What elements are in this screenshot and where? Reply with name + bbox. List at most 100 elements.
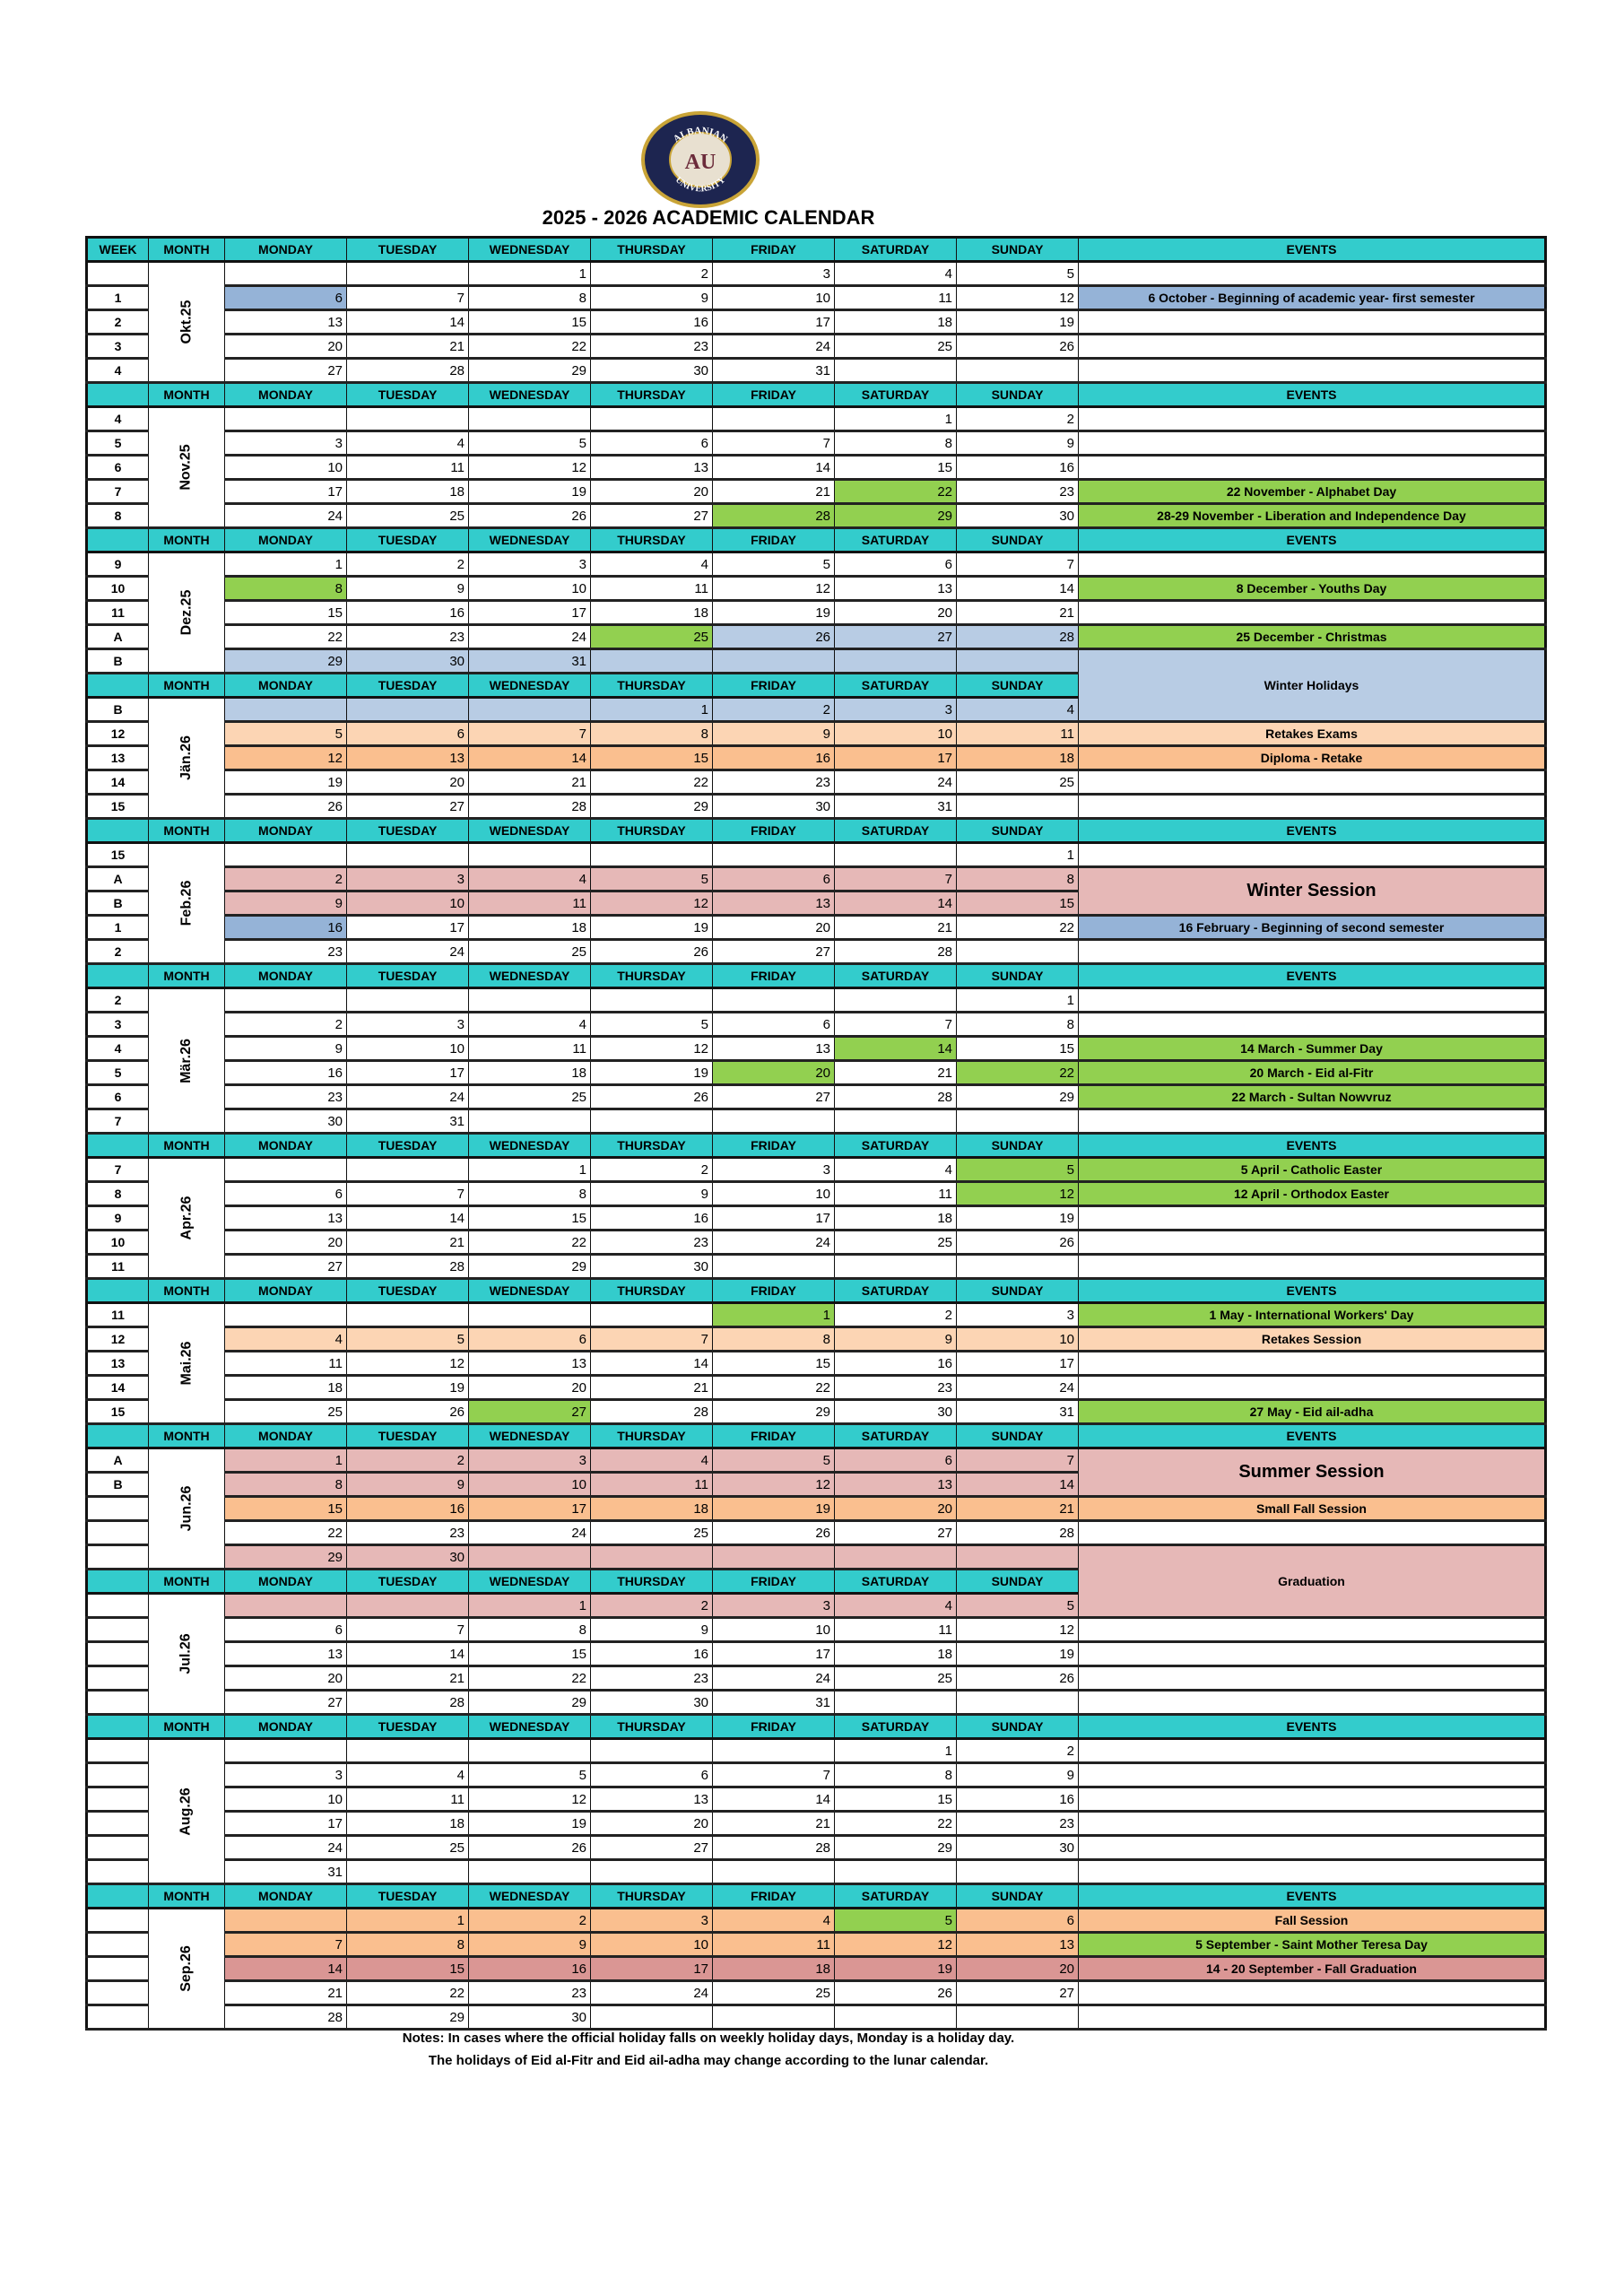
- day-cell: 6: [712, 1012, 835, 1038]
- week-row: 21 22 23 24 25 26 27: [85, 1980, 1547, 2006]
- day-cell: 17: [712, 309, 835, 335]
- week-row: A 2 3 4 5 6 7 8 Winter Session: [85, 866, 1547, 917]
- week-row: 9 13 14 15 16 17 18 19: [85, 1205, 1547, 1231]
- header-monday: MONDAY: [224, 817, 347, 844]
- day-cell: 15: [224, 1496, 347, 1522]
- header-tuesday: TUESDAY: [346, 672, 469, 699]
- header-thursday: THURSDAY: [590, 1422, 713, 1449]
- week-row: 6 10 11 12 13 14 15 16: [85, 455, 1547, 481]
- day-cell: 10: [834, 721, 957, 747]
- week-number: 2: [85, 309, 149, 335]
- day-cell: 12: [468, 455, 591, 481]
- event-cell: 28-29 November - Liberation and Independ…: [1078, 503, 1547, 529]
- day-cell: 25: [834, 1665, 957, 1692]
- month-label: Dez.25: [148, 552, 225, 674]
- week-row: 6 23 24 25 26 27 28 29 22 March - Sultan Nowvruz: [85, 1084, 1547, 1110]
- day-cell: 5: [224, 721, 347, 747]
- header-saturday: SATURDAY: [834, 817, 957, 844]
- day-cell: 27: [712, 939, 835, 965]
- day-cell: 4: [224, 1326, 347, 1352]
- day-cell: 28: [956, 1520, 1079, 1546]
- week-row: 6 7 8 9 10 11 12: [85, 1617, 1547, 1643]
- week-number: 14: [85, 770, 149, 796]
- day-cell: [468, 1859, 591, 1885]
- event-cell: 1 May - International Workers' Day: [1078, 1302, 1547, 1328]
- header-saturday: SATURDAY: [834, 1132, 957, 1159]
- day-cell: 29: [956, 1084, 1079, 1110]
- day-cell: 3: [468, 552, 591, 578]
- week-row: 11 Mai.26 1 2 3 1 May - International Workers…: [85, 1302, 1547, 1425]
- day-cell: [468, 987, 591, 1013]
- day-cell: [712, 842, 835, 868]
- day-cell: 14: [468, 745, 591, 771]
- header-week: [85, 1883, 149, 1909]
- week-row: 13 11 12 13 14 15 16 17: [85, 1351, 1547, 1377]
- day-cell: 21: [712, 479, 835, 505]
- day-cell: 16: [468, 1956, 591, 1982]
- day-cell: 26: [346, 1399, 469, 1425]
- day-cell: 8: [224, 1472, 347, 1498]
- day-cell: [224, 1738, 347, 1764]
- week-row: 1 16 17 18 19 20 21 22 16 February - Beginning o…: [85, 915, 1547, 941]
- day-cell: 11: [590, 1472, 713, 1498]
- day-cell: 16: [224, 915, 347, 941]
- day-cell: 23: [468, 1980, 591, 2006]
- header-month: MONTH: [148, 381, 225, 408]
- header-thursday: THURSDAY: [590, 817, 713, 844]
- day-cell: [712, 648, 835, 674]
- day-cell: [956, 648, 1079, 674]
- day-cell: 20: [834, 1496, 957, 1522]
- day-cell: 17: [468, 600, 591, 626]
- day-cell: 27: [712, 1084, 835, 1110]
- day-cell: 23: [346, 1520, 469, 1546]
- event-cell: [1078, 309, 1547, 335]
- day-cell: [346, 406, 469, 432]
- header-tuesday: TUESDAY: [346, 526, 469, 553]
- day-cell: 27: [834, 624, 957, 650]
- day-cell: [712, 1738, 835, 1764]
- day-cell: 19: [834, 1956, 957, 1982]
- week-row: 5 16 17 18 19 20 21 22 20 March - Eid al-Fitr: [85, 1060, 1547, 1086]
- month-header-row: MONTH MONDAY TUESDAY WEDNESDAY THURSDAY FRIDA…: [85, 672, 1546, 699]
- day-cell: 20: [590, 1811, 713, 1837]
- week-row: 15 25 26 27 28 29 30 31 27 May - Eid ail-adha: [85, 1399, 1547, 1425]
- event-cell: Winter Holidays: [1078, 648, 1547, 723]
- day-cell: 14: [346, 1205, 469, 1231]
- day-cell: 1: [712, 1302, 835, 1328]
- day-cell: 22: [468, 1665, 591, 1692]
- day-cell: 24: [834, 770, 957, 796]
- header-events: EVENTS: [1078, 1883, 1547, 1909]
- day-cell: 29: [224, 648, 347, 674]
- day-cell: 22: [712, 1375, 835, 1401]
- day-cell: 13: [956, 1932, 1079, 1958]
- day-cell: 22: [224, 1520, 347, 1546]
- day-cell: [468, 406, 591, 432]
- day-cell: 30: [712, 794, 835, 820]
- event-cell: [1078, 1665, 1547, 1692]
- day-cell: 9: [956, 1762, 1079, 1788]
- day-cell: 18: [590, 600, 713, 626]
- event-cell: [1078, 455, 1547, 481]
- day-cell: 12: [590, 891, 713, 917]
- day-cell: 26: [468, 1835, 591, 1861]
- day-cell: 2: [956, 406, 1079, 432]
- header-monday: MONDAY: [224, 1568, 347, 1595]
- week-row: A Jun.26 1 2 3 4 5 6 7 Summer Session: [85, 1448, 1547, 1570]
- note-line-2: The holidays of Eid al-Fitr and Eid ail-…: [428, 2053, 989, 2068]
- header-events: EVENTS: [1078, 526, 1547, 553]
- day-cell: [590, 987, 713, 1013]
- day-cell: 6: [224, 285, 347, 311]
- day-cell: 19: [468, 479, 591, 505]
- header-week: [85, 526, 149, 553]
- header-monday: MONDAY: [224, 1883, 347, 1909]
- day-cell: 19: [956, 1205, 1079, 1231]
- header-tuesday: TUESDAY: [346, 1277, 469, 1304]
- week-number: 10: [85, 576, 149, 602]
- header-week: [85, 1713, 149, 1740]
- header-friday: FRIDAY: [712, 962, 835, 989]
- day-cell: 21: [346, 334, 469, 360]
- week-number: [85, 1835, 149, 1861]
- day-cell: 23: [224, 939, 347, 965]
- header-wednesday: WEDNESDAY: [468, 526, 591, 553]
- day-cell: 4: [346, 430, 469, 457]
